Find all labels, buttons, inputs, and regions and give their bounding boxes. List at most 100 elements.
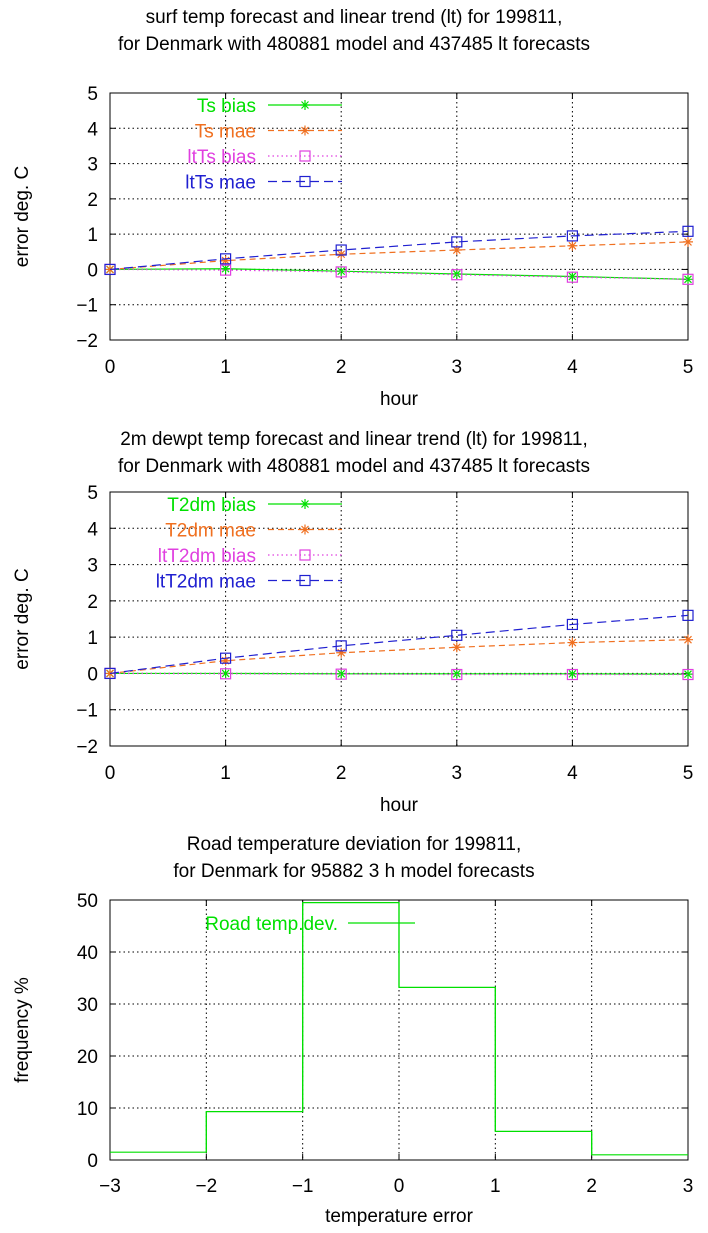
y-tick-label: 5 (87, 483, 98, 504)
data-point (220, 255, 231, 266)
series-line (109, 230, 689, 271)
data-point (336, 249, 347, 260)
y-tick-label: 50 (77, 891, 98, 912)
data-point (566, 230, 579, 242)
x-tick-label: 1 (490, 1176, 501, 1197)
data-point (451, 269, 463, 281)
data-point (566, 668, 579, 681)
data-point (682, 273, 694, 285)
data-point (682, 668, 694, 681)
data-point (567, 637, 578, 648)
x-tick-label: 3 (683, 1176, 694, 1197)
data-point (566, 618, 579, 631)
legend-label: Road temp.dev. (205, 914, 338, 935)
y-tick-label: −1 (76, 701, 98, 722)
series-road-temp-dev: Road temp.dev. (110, 902, 688, 1156)
data-point (451, 629, 463, 641)
data-point (220, 668, 231, 679)
chart-2: 2m dewpt temp forecast and linear trend … (12, 429, 694, 816)
x-tick-label: 4 (567, 357, 578, 378)
data-point (336, 668, 347, 679)
chart-subtitle: for Denmark with 480881 model and 437485… (118, 456, 590, 477)
x-tick-label: 0 (105, 763, 116, 784)
x-tick-label: 1 (220, 763, 231, 784)
y-tick-label: 40 (77, 943, 98, 964)
plot-frame (109, 491, 689, 747)
plot-frame (109, 92, 689, 341)
data-point (451, 642, 462, 653)
data-point (220, 264, 232, 276)
legend-marker (300, 100, 310, 110)
legend-label: ltT2dm mae (156, 572, 256, 593)
series-line (109, 241, 689, 271)
series-line (109, 672, 688, 676)
data-point (451, 668, 462, 679)
x-tick-label: 3 (452, 763, 463, 784)
legend-label: Ts bias (197, 96, 256, 117)
legend-marker (300, 524, 310, 535)
y-tick-label: 0 (87, 260, 98, 281)
series-line (109, 268, 689, 280)
data-point (220, 253, 232, 265)
x-tick-label: 3 (452, 357, 463, 378)
y-axis-label: error deg. C (12, 166, 33, 267)
x-tick-label: 2 (336, 763, 347, 784)
data-point (220, 668, 232, 680)
legend-label: Ts mae (195, 122, 256, 143)
data-point (220, 263, 231, 274)
series-ltt2dm-bias: ltT2dm bias (104, 546, 694, 681)
series-line (109, 614, 689, 675)
legend-label: T2dm bias (167, 495, 256, 516)
series-ltt2dm-mae: ltT2dm mae (104, 572, 694, 680)
y-tick-label: 20 (77, 1047, 98, 1068)
x-tick-label: 2 (336, 357, 347, 378)
x-tick-label: 0 (394, 1176, 405, 1197)
data-point (451, 668, 463, 681)
x-tick-label: 0 (105, 357, 116, 378)
legend-marker (299, 150, 311, 162)
data-point (220, 655, 231, 666)
data-point (683, 274, 693, 285)
data-point (451, 269, 462, 280)
series-ltts-mae: ltTs mae (104, 173, 694, 276)
y-tick-label: 4 (87, 119, 98, 140)
y-tick-label: −2 (76, 737, 98, 758)
y-tick-label: 3 (87, 556, 98, 577)
series-t2dm-mae: T2dm mae (105, 521, 693, 679)
series-ltts-bias: ltTs bias (104, 147, 694, 285)
x-tick-label: 1 (220, 357, 231, 378)
chart-title: Road temperature deviation for 199811, (187, 834, 521, 855)
legend-marker (300, 499, 310, 509)
y-tick-label: 1 (87, 628, 98, 649)
y-axis-label: frequency % (12, 977, 33, 1083)
legend-marker (299, 574, 311, 587)
x-tick-label: −1 (292, 1176, 314, 1197)
chart-title: 2m dewpt temp forecast and linear trend … (120, 429, 588, 450)
y-tick-label: 0 (87, 1151, 98, 1172)
y-tick-label: 1 (87, 225, 98, 246)
legend-marker (299, 549, 311, 561)
data-point (335, 244, 347, 256)
data-point (682, 609, 694, 621)
data-point (336, 647, 347, 658)
data-point (336, 266, 347, 277)
legend-label: ltTs bias (187, 147, 256, 168)
legend-label: ltT2dm bias (158, 546, 256, 567)
x-tick-label: −3 (99, 1176, 121, 1197)
data-point (451, 236, 463, 248)
y-tick-label: 0 (87, 664, 98, 685)
x-axis-label: hour (380, 389, 419, 410)
chart-subtitle: for Denmark with 480881 model and 437485… (118, 34, 590, 55)
y-tick-label: 3 (87, 155, 98, 176)
chart-3: Road temperature deviation for 199811, fo… (12, 834, 693, 1227)
series-ts-mae: Ts mae (105, 122, 693, 275)
chart-title: surf temp forecast and linear trend (lt)… (146, 7, 563, 28)
data-point (683, 634, 693, 645)
y-tick-label: 30 (77, 995, 98, 1016)
legend-marker (300, 125, 310, 136)
data-point (566, 271, 579, 283)
y-tick-label: 2 (87, 592, 98, 613)
chart-subtitle: for Denmark for 95882 3 h model forecast… (173, 861, 534, 882)
data-point (567, 240, 578, 251)
